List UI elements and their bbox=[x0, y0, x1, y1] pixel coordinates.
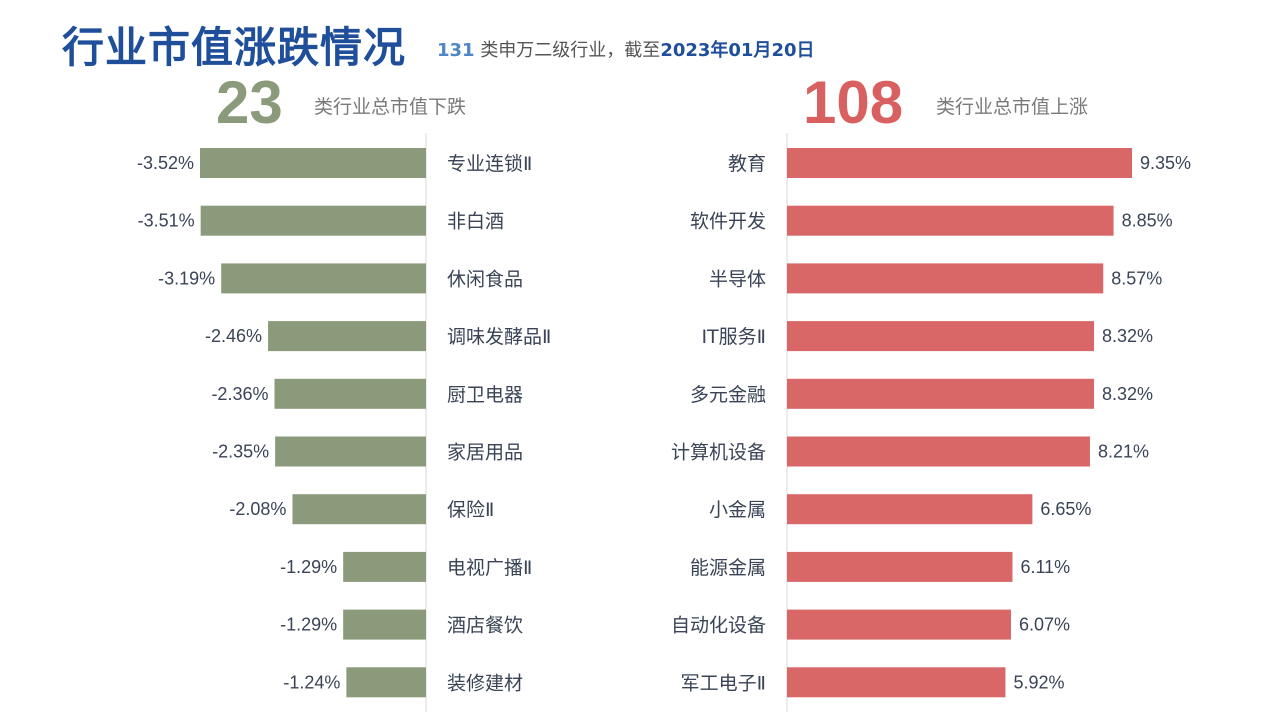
up-bar bbox=[787, 378, 1095, 409]
up-bar bbox=[787, 205, 1114, 236]
down-value-label: -2.08% bbox=[229, 499, 286, 519]
up-category-label: 小金属 bbox=[709, 499, 766, 521]
up-value-label: 5.92% bbox=[1013, 672, 1064, 692]
down-category-label: 调味发酵品Ⅱ bbox=[447, 326, 551, 348]
down-bar bbox=[200, 148, 426, 178]
down-value-label: -3.52% bbox=[137, 153, 194, 173]
up-value-label: 8.57% bbox=[1111, 268, 1162, 288]
page-title: 行业市值涨跌情况 bbox=[62, 23, 407, 72]
up-bar bbox=[787, 551, 1013, 582]
up-category-label: 多元金融 bbox=[690, 384, 766, 406]
down-bar bbox=[343, 609, 426, 640]
up-category-label: 能源金属 bbox=[690, 557, 766, 579]
down-category-label: 专业连锁Ⅱ bbox=[447, 153, 532, 175]
down-category-label: 保险Ⅱ bbox=[447, 499, 494, 521]
industry-total-count: 131 bbox=[437, 40, 475, 61]
down-industry-count: 23 bbox=[216, 69, 283, 136]
down-category-label: 非白酒 bbox=[447, 211, 504, 233]
up-category-label: 软件开发 bbox=[690, 211, 766, 233]
down-value-label: -1.24% bbox=[283, 672, 340, 692]
subtitle-date: 2023年01月20日 bbox=[660, 40, 815, 61]
down-bar bbox=[200, 205, 426, 236]
down-industry-caption: 类行业总市值下跌 bbox=[314, 96, 467, 118]
up-industry-caption: 类行业总市值上涨 bbox=[936, 96, 1089, 118]
up-value-label: 6.11% bbox=[1020, 557, 1070, 577]
down-value-label: -2.46% bbox=[205, 326, 262, 346]
up-value-label: 6.65% bbox=[1040, 499, 1091, 519]
up-value-label: 8.21% bbox=[1098, 442, 1149, 462]
up-value-label: 8.32% bbox=[1102, 384, 1153, 404]
down-bar bbox=[346, 667, 426, 698]
up-category-label: 军工电子Ⅱ bbox=[681, 672, 766, 694]
down-bar bbox=[274, 378, 426, 409]
down-category-label: 休闲食品 bbox=[447, 268, 523, 290]
page-subtitle: 131 类申万二级行业，截至2023年01月20日 bbox=[437, 36, 815, 62]
down-bar bbox=[268, 321, 426, 352]
down-bar bbox=[292, 494, 426, 525]
up-value-label: 8.32% bbox=[1102, 326, 1153, 346]
up-value-label: 9.35% bbox=[1140, 153, 1191, 173]
down-category-label: 酒店餐饮 bbox=[447, 615, 523, 637]
down-value-label: -2.35% bbox=[212, 442, 269, 462]
down-value-label: -1.29% bbox=[280, 557, 337, 577]
up-category-label: 自动化设备 bbox=[671, 615, 766, 637]
up-value-label: 8.85% bbox=[1122, 211, 1173, 231]
up-bar bbox=[787, 148, 1133, 178]
up-bar bbox=[787, 436, 1090, 467]
down-bar bbox=[343, 551, 426, 582]
up-bar bbox=[787, 263, 1104, 294]
down-bar bbox=[275, 436, 426, 467]
down-category-label: 装修建材 bbox=[447, 672, 523, 694]
down-category-label: 家居用品 bbox=[447, 442, 523, 464]
up-bar bbox=[787, 494, 1033, 525]
down-value-label: -2.36% bbox=[211, 384, 268, 404]
up-category-label: IT服务Ⅱ bbox=[701, 326, 766, 348]
up-value-label: 6.07% bbox=[1019, 615, 1070, 635]
up-category-label: 教育 bbox=[728, 153, 766, 175]
up-bar bbox=[787, 609, 1011, 640]
down-value-label: -1.29% bbox=[280, 615, 337, 635]
up-category-label: 半导体 bbox=[709, 268, 766, 290]
down-category-label: 厨卫电器 bbox=[447, 384, 523, 406]
down-bar bbox=[221, 263, 426, 294]
subtitle-text: 类申万二级行业，截至 bbox=[480, 40, 661, 61]
down-value-label: -3.51% bbox=[138, 211, 195, 231]
up-category-label: 计算机设备 bbox=[671, 442, 766, 464]
up-bar bbox=[787, 321, 1095, 352]
down-category-label: 电视广播Ⅱ bbox=[447, 557, 532, 579]
up-bar bbox=[787, 667, 1006, 698]
up-industry-count: 108 bbox=[803, 69, 904, 136]
down-value-label: -3.19% bbox=[158, 268, 215, 288]
